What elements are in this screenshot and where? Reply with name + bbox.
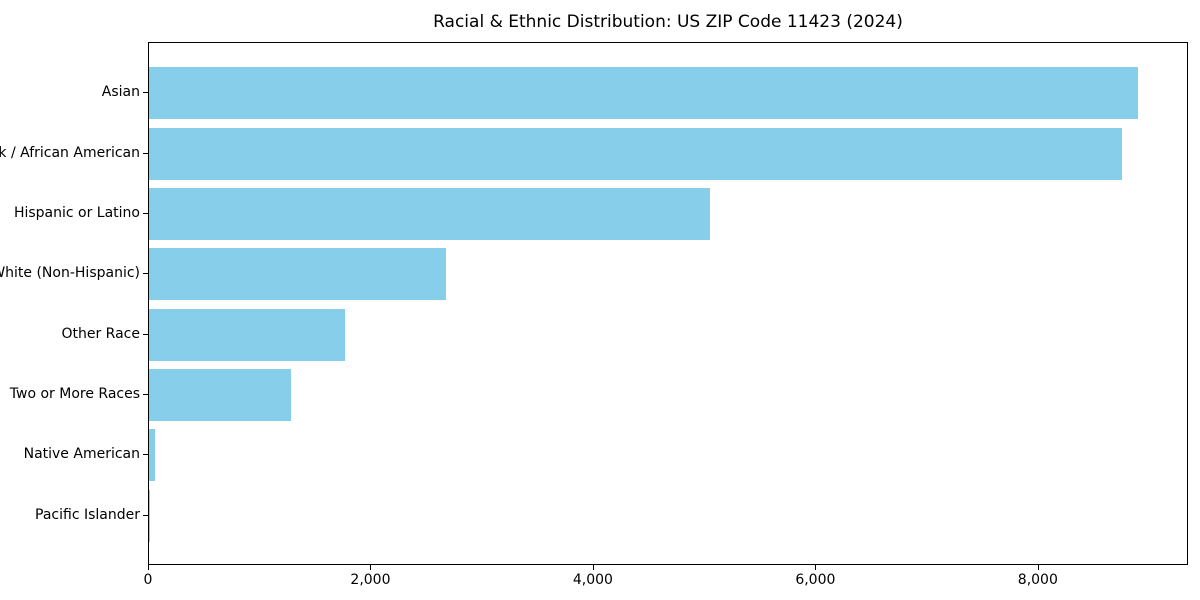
y-tick-mark — [143, 514, 148, 516]
x-tick-label: 4,000 — [572, 572, 613, 588]
plot-area — [148, 42, 1188, 565]
y-tick-mark — [143, 394, 148, 396]
x-tick-label: 8,000 — [1017, 572, 1058, 588]
x-tick-mark — [1037, 565, 1039, 570]
bar-two-or-more-races — [149, 369, 292, 422]
x-tick-label: 0 — [143, 572, 153, 588]
y-axis-label: Two or More Races — [9, 386, 140, 403]
x-tick-mark — [148, 565, 149, 570]
bar-white-non-hispanic — [149, 248, 446, 301]
x-tick-label: 6,000 — [795, 572, 836, 588]
y-tick-mark — [143, 273, 148, 275]
y-axis-label: Pacific Islander — [35, 506, 140, 523]
y-axis-label: Other Race — [61, 325, 140, 342]
bar-asian — [149, 67, 1138, 120]
y-tick-mark — [143, 212, 148, 214]
y-tick-mark — [143, 333, 148, 335]
bar-native-american — [149, 429, 155, 482]
y-axis-label: Native American — [23, 446, 140, 463]
x-tick-mark — [592, 565, 594, 570]
chart-title: Racial & Ethnic Distribution: US ZIP Cod… — [433, 12, 903, 32]
y-tick-mark — [143, 454, 148, 456]
y-axis-label: Asian — [101, 84, 140, 101]
y-axis-label: Black / African American — [0, 144, 140, 161]
x-tick-mark — [370, 565, 372, 570]
y-tick-mark — [143, 152, 148, 154]
bar-hispanic-or-latino — [149, 187, 710, 240]
x-tick-label: 2,000 — [350, 572, 391, 588]
y-axis-label: Hispanic or Latino — [13, 204, 140, 221]
y-axis-label: White (Non-Hispanic) — [0, 265, 140, 282]
bar-pacific-islander — [149, 489, 150, 542]
y-tick-mark — [143, 92, 148, 94]
bar-black-african-american — [149, 127, 1123, 180]
x-tick-mark — [815, 565, 817, 570]
bar-other-race — [149, 308, 345, 361]
